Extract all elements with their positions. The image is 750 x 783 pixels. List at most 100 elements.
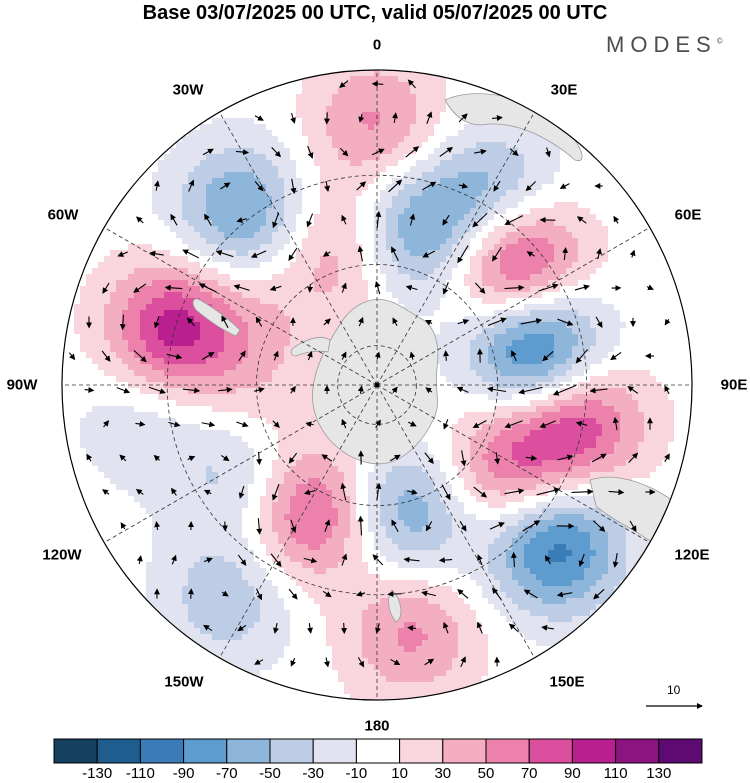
field-cell (572, 286, 579, 293)
field-cell (164, 148, 171, 155)
field-cell (404, 190, 411, 197)
field-cell (578, 136, 585, 143)
field-cell (248, 208, 255, 215)
field-cell (440, 394, 447, 401)
field-cell (314, 166, 321, 173)
field-cell (158, 328, 165, 335)
field-cell (218, 400, 225, 407)
field-cell (128, 316, 135, 323)
field-cell (332, 82, 339, 89)
field-cell (410, 268, 417, 275)
field-cell (368, 82, 375, 89)
field-cell (614, 406, 621, 413)
field-cell (140, 226, 147, 233)
field-cell (68, 382, 75, 389)
field-cell (482, 220, 489, 227)
field-cell (632, 214, 639, 221)
field-cell (530, 166, 537, 173)
field-cell (206, 178, 213, 185)
field-cell (356, 208, 363, 215)
field-cell (650, 280, 657, 287)
field-cell (506, 340, 513, 347)
field-cell (308, 76, 315, 83)
field-cell (68, 394, 75, 401)
field-cell (428, 214, 435, 221)
field-cell (686, 406, 692, 413)
field-cell (620, 220, 627, 227)
field-cell (98, 352, 105, 359)
field-cell (338, 220, 345, 227)
field-cell (296, 196, 303, 203)
field-cell (614, 340, 621, 347)
field-cell (170, 406, 177, 413)
field-cell (248, 250, 255, 257)
field-cell (122, 232, 129, 239)
field-cell (152, 244, 159, 251)
field-cell (152, 280, 159, 287)
field-cell (302, 280, 309, 287)
field-cell (518, 394, 525, 401)
field-cell (302, 388, 309, 395)
field-cell (224, 226, 231, 233)
field-cell (620, 232, 627, 239)
field-cell (68, 346, 75, 353)
field-cell (494, 262, 501, 269)
field-cell (146, 232, 153, 239)
field-cell (326, 238, 333, 245)
field-cell (584, 202, 591, 209)
field-cell (680, 328, 687, 335)
field-cell (230, 154, 237, 161)
field-cell (596, 346, 603, 353)
field-cell (116, 220, 123, 227)
field-cell (326, 196, 333, 203)
field-cell (128, 268, 135, 275)
field-cell (260, 82, 267, 89)
field-cell (212, 364, 219, 371)
field-cell (266, 160, 273, 167)
field-cell (68, 328, 75, 335)
field-cell (62, 364, 69, 371)
field-cell (80, 394, 87, 401)
field-cell (602, 376, 609, 383)
field-cell (224, 178, 231, 185)
field-cell (584, 154, 591, 161)
field-cell (446, 160, 453, 167)
field-cell (434, 172, 441, 179)
field-cell (134, 244, 141, 251)
field-cell (494, 394, 501, 401)
field-cell (632, 274, 639, 281)
field-cell (128, 328, 135, 335)
field-cell (440, 304, 447, 311)
field-cell (218, 262, 225, 269)
field-cell (488, 280, 495, 287)
field-cell (206, 340, 213, 347)
field-cell (350, 202, 357, 209)
field-cell (524, 406, 531, 413)
field-cell (164, 328, 171, 335)
field-cell (488, 310, 495, 317)
field-cell (206, 232, 213, 239)
field-cell (668, 292, 675, 299)
field-cell (470, 286, 477, 293)
field-cell (482, 190, 489, 197)
field-cell (590, 196, 597, 203)
field-cell (140, 394, 147, 401)
field-cell (182, 298, 189, 305)
field-cell (284, 238, 291, 245)
field-cell (110, 286, 117, 293)
field-cell (62, 310, 69, 317)
field-cell (302, 112, 309, 119)
field-cell (230, 172, 237, 179)
field-cell (410, 262, 417, 269)
field-cell (182, 166, 189, 173)
field-cell (344, 220, 351, 227)
field-cell (284, 316, 291, 323)
field-cell (134, 406, 141, 413)
field-cell (530, 364, 537, 371)
field-cell (308, 292, 315, 299)
field-cell (296, 256, 303, 263)
field-cell (674, 298, 681, 305)
field-cell (326, 226, 333, 233)
field-cell (212, 298, 219, 305)
field-cell (440, 370, 447, 377)
